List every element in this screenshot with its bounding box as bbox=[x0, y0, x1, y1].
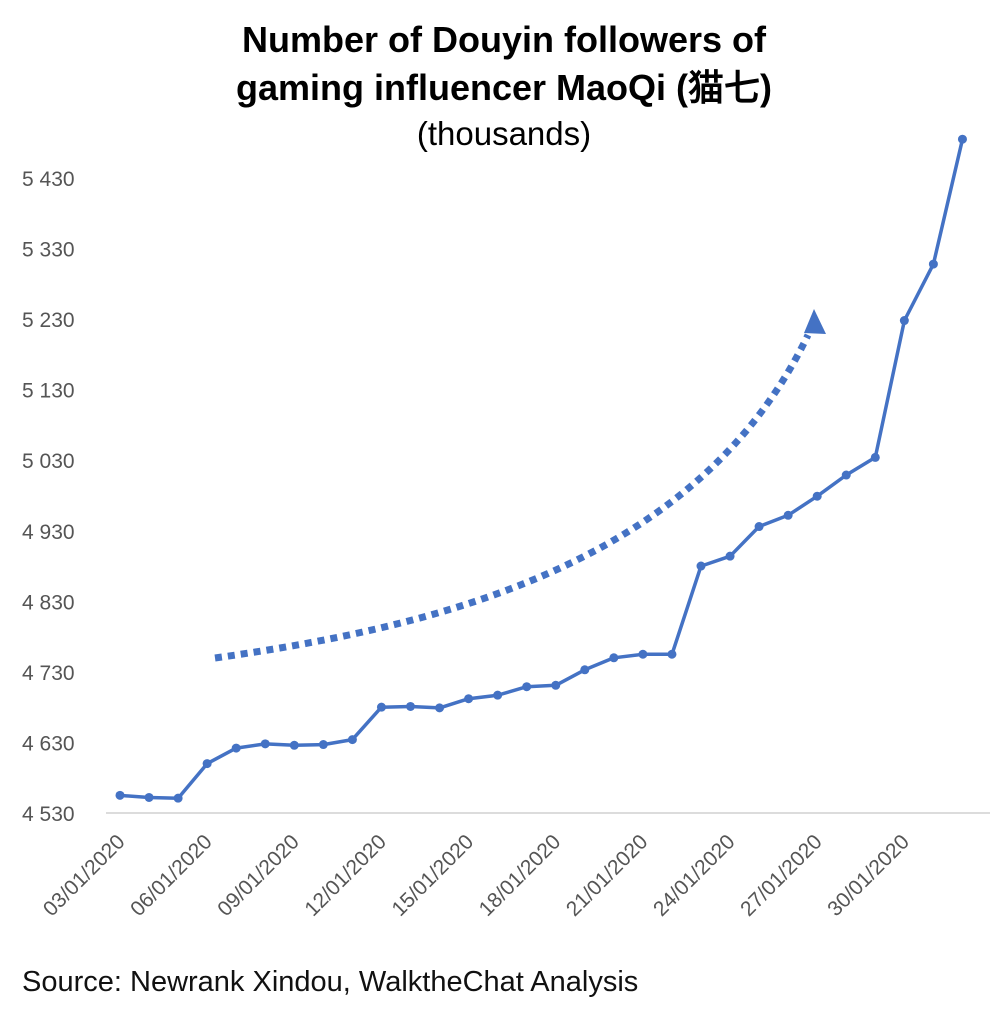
y-tick-label: 4 830 bbox=[22, 591, 75, 614]
y-tick-label: 5 030 bbox=[22, 450, 75, 473]
x-tick-label: 21/01/2020 bbox=[562, 830, 653, 921]
trend-arrow-shaft bbox=[214, 333, 812, 662]
data-point bbox=[406, 701, 415, 711]
data-point bbox=[754, 522, 764, 532]
trend-arrow-head bbox=[804, 309, 826, 334]
data-point bbox=[202, 759, 212, 769]
y-tick-label: 4 930 bbox=[22, 521, 75, 544]
y-tick-label: 4 630 bbox=[22, 732, 75, 755]
y-axis: 4 530 4 630 4 730 4 830 4 930 5 030 5 130 5 230… bbox=[22, 168, 75, 826]
data-point bbox=[115, 790, 125, 800]
y-tick-label: 5 230 bbox=[22, 309, 75, 332]
data-point bbox=[318, 740, 328, 750]
y-tick-label: 5 430 bbox=[22, 168, 75, 191]
data-point bbox=[376, 702, 386, 712]
data-point bbox=[696, 561, 706, 571]
data-point bbox=[522, 682, 532, 692]
x-tick-label: 30/01/2020 bbox=[823, 830, 914, 921]
x-tick-label: 09/01/2020 bbox=[213, 830, 304, 921]
source-note: Source: Newrank Xindou, WalktheChat Anal… bbox=[22, 966, 639, 998]
data-point bbox=[435, 703, 445, 713]
y-tick-label: 5 330 bbox=[22, 239, 75, 262]
data-point bbox=[493, 690, 503, 700]
title-line-1: Number of Douyin followers of bbox=[241, 19, 766, 60]
series-line bbox=[119, 138, 965, 800]
data-point bbox=[725, 551, 735, 561]
data-point bbox=[783, 510, 793, 520]
y-tick-label: 4 530 bbox=[22, 803, 75, 826]
x-tick-label: 18/01/2020 bbox=[475, 830, 566, 921]
x-tick-label: 12/01/2020 bbox=[300, 830, 391, 921]
data-point bbox=[870, 452, 880, 462]
data-point bbox=[464, 694, 474, 704]
chart-title: Number of Douyin followers of gaming inf… bbox=[0, 16, 1008, 156]
y-tick-label: 4 730 bbox=[22, 662, 75, 685]
x-axis: 03/01/202006/01/202009/01/202012/01/2020… bbox=[39, 812, 990, 921]
data-point bbox=[551, 680, 561, 690]
x-tick-label: 03/01/2020 bbox=[39, 830, 130, 921]
title-line-2: gaming influencer MaoQi (猫七) bbox=[235, 67, 773, 108]
data-point bbox=[173, 793, 183, 803]
data-point bbox=[289, 740, 299, 750]
data-point bbox=[957, 134, 967, 144]
x-tick-label: 06/01/2020 bbox=[126, 830, 217, 921]
data-point bbox=[812, 491, 822, 501]
trend-arrow bbox=[214, 309, 826, 662]
data-point bbox=[260, 739, 270, 749]
data-point bbox=[928, 259, 938, 269]
data-point bbox=[899, 316, 909, 326]
x-tick-label: 15/01/2020 bbox=[388, 830, 479, 921]
data-point bbox=[841, 470, 851, 480]
y-tick-label: 5 130 bbox=[22, 380, 75, 403]
data-point bbox=[231, 743, 241, 753]
data-point bbox=[638, 649, 648, 659]
data-point bbox=[609, 653, 619, 663]
data-point bbox=[347, 735, 357, 745]
data-point bbox=[580, 665, 590, 675]
data-point bbox=[667, 649, 677, 659]
line-chart: 4 530 4 630 4 730 4 830 4 930 5 030 5 130 5 230… bbox=[22, 134, 990, 921]
data-point bbox=[144, 792, 154, 802]
series-followers bbox=[115, 134, 967, 803]
x-tick-label: 24/01/2020 bbox=[649, 830, 740, 921]
chart-subtitle: (thousands) bbox=[416, 115, 592, 152]
x-tick-label: 27/01/2020 bbox=[736, 830, 827, 921]
